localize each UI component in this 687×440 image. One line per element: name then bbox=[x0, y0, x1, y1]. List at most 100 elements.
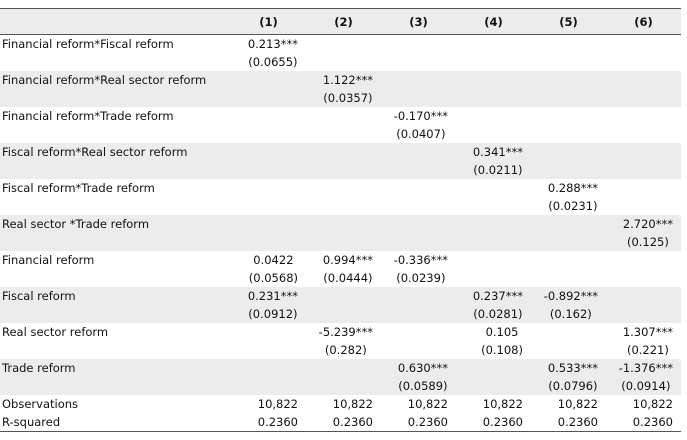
table-body: Financial reform*Fiscal reform 0.213*** (0… bbox=[0, 35, 681, 432]
cell: -5.239*** (0.282) bbox=[306, 323, 381, 359]
cell-content: 0.237*** (0.0281) bbox=[473, 287, 523, 323]
cell-content: 10,822 bbox=[633, 395, 673, 413]
cell bbox=[531, 107, 606, 143]
coefficient: 0.231*** bbox=[247, 289, 298, 303]
standard-error: (0.0231) bbox=[548, 199, 598, 213]
cell bbox=[381, 215, 456, 251]
cell bbox=[456, 359, 531, 395]
cell: 0.213*** (0.0655) bbox=[231, 35, 306, 72]
cell: 0.231*** (0.0912) bbox=[231, 287, 306, 323]
cell: 2.720*** (0.125) bbox=[606, 215, 681, 251]
cell: 10,822 bbox=[381, 395, 456, 413]
cell-content: 10,822 bbox=[258, 395, 298, 413]
cell: -0.892*** (0.162) bbox=[531, 287, 606, 323]
standard-error: (0.0281) bbox=[473, 307, 523, 321]
cell bbox=[231, 215, 306, 251]
cell: 1.307*** (0.221) bbox=[606, 323, 681, 359]
cell-content: 0.2360 bbox=[483, 413, 523, 431]
statistic: 0.2360 bbox=[482, 415, 523, 429]
cell: 0.2360 bbox=[531, 413, 606, 432]
cell bbox=[306, 107, 381, 143]
coefficient: 0.630*** bbox=[397, 361, 448, 375]
table-row: Real sector *Trade reform 2.720*** (0.125) bbox=[0, 215, 681, 251]
standard-error: (0.0357) bbox=[323, 91, 373, 105]
cell-content: 2.720*** (0.125) bbox=[623, 215, 673, 251]
row-label: Real sector *Trade reform bbox=[0, 215, 231, 251]
cell bbox=[606, 179, 681, 215]
cell-content: 0.2360 bbox=[558, 413, 598, 431]
standard-error: (0.282) bbox=[324, 343, 367, 357]
table-row: Fiscal reform 0.231*** (0.0912) 0.237*** (0.… bbox=[0, 287, 681, 323]
cell-content: 0.630*** (0.0589) bbox=[398, 359, 448, 395]
cell bbox=[606, 143, 681, 179]
table-row: R-squared 0.2360 0.2360 0.2360 0.2360 0.2360 0… bbox=[0, 413, 681, 432]
statistic: 10,822 bbox=[257, 397, 298, 411]
coefficient: 0.533*** bbox=[547, 361, 598, 375]
row-label: Observations bbox=[2, 397, 79, 411]
statistic: 0.2360 bbox=[332, 415, 373, 429]
cell bbox=[531, 323, 606, 359]
standard-error: (0.0211) bbox=[473, 163, 523, 177]
cell bbox=[381, 323, 456, 359]
coefficient: 1.122*** bbox=[322, 73, 373, 87]
column-header: (5) bbox=[531, 8, 606, 35]
cell: 0.2360 bbox=[456, 413, 531, 432]
cell bbox=[306, 179, 381, 215]
table-row: Financial reform*Real sector reform 1.122… bbox=[0, 71, 681, 107]
cell: 1.122*** (0.0357) bbox=[306, 71, 381, 107]
cell: 10,822 bbox=[456, 395, 531, 413]
coefficient: -1.376*** bbox=[618, 361, 673, 375]
cell-content: 0.213*** (0.0655) bbox=[248, 35, 298, 71]
cell bbox=[456, 215, 531, 251]
statistic: 0.2360 bbox=[257, 415, 298, 429]
cell bbox=[306, 35, 381, 72]
cell-content: 0.2360 bbox=[408, 413, 448, 431]
cell: 0.994*** (0.0444) bbox=[306, 251, 381, 287]
standard-error: (0.0589) bbox=[398, 379, 448, 393]
cell bbox=[606, 287, 681, 323]
cell bbox=[306, 287, 381, 323]
cell: -1.376*** (0.0914) bbox=[606, 359, 681, 395]
row-label: Financial reform*Real sector reform bbox=[0, 71, 231, 107]
cell: 0.2360 bbox=[381, 413, 456, 432]
cell bbox=[231, 71, 306, 107]
coefficient: 0.237*** bbox=[472, 289, 523, 303]
cell: 0.0422 (0.0568) bbox=[231, 251, 306, 287]
standard-error: (0.0568) bbox=[248, 271, 298, 285]
cell: 0.2360 bbox=[231, 413, 306, 432]
regression-table: (1) (2) (3) (4) (5) (6) Financial reform*Fisc… bbox=[0, 8, 681, 432]
table-row: Financial reform*Fiscal reform 0.213*** (0… bbox=[0, 35, 681, 72]
cell bbox=[231, 323, 306, 359]
standard-error: (0.0912) bbox=[248, 307, 298, 321]
coefficient: 0.341*** bbox=[472, 145, 523, 159]
cell: 0.2360 bbox=[306, 413, 381, 432]
row-label: Fiscal reform bbox=[0, 287, 231, 323]
cell bbox=[231, 107, 306, 143]
cell-content: 10,822 bbox=[483, 395, 523, 413]
coefficient: -0.336*** bbox=[393, 253, 448, 267]
standard-error: (0.0796) bbox=[548, 379, 598, 393]
cell-content: 0.2360 bbox=[333, 413, 373, 431]
cell-content: 0.2360 bbox=[633, 413, 673, 431]
cell bbox=[531, 215, 606, 251]
cell bbox=[306, 359, 381, 395]
coefficient: 1.307*** bbox=[622, 325, 673, 339]
row-label: Financial reform*Trade reform bbox=[2, 109, 174, 123]
cell bbox=[231, 143, 306, 179]
standard-error: (0.0914) bbox=[621, 379, 671, 393]
cell bbox=[606, 251, 681, 287]
standard-error: (0.221) bbox=[626, 343, 669, 357]
coefficient: -5.239*** bbox=[318, 325, 373, 339]
cell-content: 0.994*** (0.0444) bbox=[323, 251, 373, 287]
cell bbox=[531, 143, 606, 179]
cell bbox=[456, 107, 531, 143]
cell bbox=[381, 143, 456, 179]
row-label: Fiscal reform*Trade reform bbox=[2, 181, 155, 195]
cell bbox=[456, 71, 531, 107]
cell: 0.341*** (0.0211) bbox=[456, 143, 531, 179]
cell: 0.237*** (0.0281) bbox=[456, 287, 531, 323]
standard-error: (0.0407) bbox=[396, 127, 446, 141]
cell: 10,822 bbox=[306, 395, 381, 413]
cell bbox=[456, 251, 531, 287]
cell: -0.336*** (0.0239) bbox=[381, 251, 456, 287]
